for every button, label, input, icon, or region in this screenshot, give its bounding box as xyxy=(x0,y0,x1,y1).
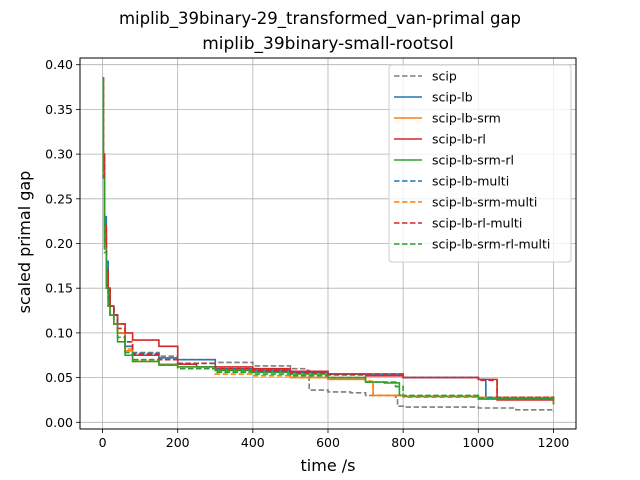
legend-entry: scip-lb-srm-multi xyxy=(432,195,537,210)
legend-entry: scip-lb xyxy=(432,90,473,105)
y-tick-label: 0.00 xyxy=(45,415,73,430)
x-tick-label: 800 xyxy=(391,435,415,450)
y-axis-label: scaled primal gap xyxy=(15,171,34,314)
x-tick-label: 1200 xyxy=(538,435,570,450)
legend-entry: scip-lb-rl xyxy=(432,132,486,147)
y-tick-label: 0.05 xyxy=(45,370,73,385)
legend-entry: scip-lb-srm xyxy=(432,111,501,126)
y-tick-label: 0.40 xyxy=(45,57,73,72)
x-tick-label: 600 xyxy=(316,435,340,450)
x-axis-ticks: 0 200 400 600 800 1000 1200 xyxy=(99,429,570,450)
y-tick-label: 0.20 xyxy=(45,236,73,251)
y-tick-label: 0.10 xyxy=(45,325,73,340)
legend: scip scip-lb scip-lb-srm scip-lb-rl scip-lb-… xyxy=(388,64,572,263)
series-lines xyxy=(102,77,555,412)
legend-entry: scip-lb-srm-rl-multi xyxy=(432,237,550,252)
y-tick-label: 0.30 xyxy=(45,147,73,162)
x-tick-label: 400 xyxy=(241,435,265,450)
x-tick-label: 1000 xyxy=(462,435,494,450)
series-line-scip-lb-srm-multi xyxy=(102,77,555,403)
chart-subtitle: miplib_39binary-small-rootsol xyxy=(202,34,454,54)
x-tick-label: 200 xyxy=(166,435,190,450)
legend-box xyxy=(388,64,572,263)
x-tick-label: 0 xyxy=(99,435,107,450)
legend-entry: scip-lb-rl-multi xyxy=(432,216,522,231)
legend-entry: scip-lb-multi xyxy=(432,174,509,189)
legend-entry: scip-lb-srm-rl xyxy=(432,153,514,168)
y-tick-label: 0.15 xyxy=(45,281,73,296)
y-tick-label: 0.25 xyxy=(45,191,73,206)
legend-entry: scip xyxy=(432,69,457,84)
y-tick-label: 0.35 xyxy=(45,102,73,117)
grid-lines xyxy=(80,58,576,429)
x-axis-label: time /s xyxy=(301,456,356,475)
chart-title: miplib_39binary-29_transformed_van-prima… xyxy=(119,9,521,29)
y-axis-ticks: 0.00 0.05 0.10 0.15 0.20 0.25 0.30 0.35 0.40 xyxy=(45,57,80,430)
